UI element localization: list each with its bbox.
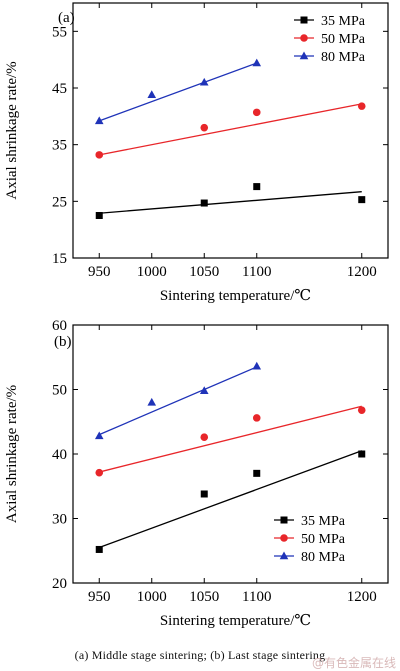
x-tick-label: 1100 xyxy=(242,589,271,605)
legend-entry: 50 MPa xyxy=(294,32,366,47)
data-point xyxy=(147,90,157,98)
chart-panel-a: 950 1000 1050 1100 1200 15 25 35 45 55 Sintering t… xyxy=(4,2,389,304)
legend-label: 35 MPa xyxy=(301,514,346,529)
y-tick-label: 50 xyxy=(52,383,67,399)
legend-label: 50 MPa xyxy=(301,532,346,547)
data-point xyxy=(358,450,366,458)
x-tick-label: 1200 xyxy=(347,264,377,280)
data-point xyxy=(147,397,157,406)
x-axis-label: Sintering temperature/℃ xyxy=(160,613,311,629)
legend-entry: 80 MPa xyxy=(274,550,346,565)
data-point xyxy=(252,361,262,370)
series-50-mpa xyxy=(95,405,366,477)
data-point xyxy=(200,123,209,132)
legend-entry: 50 MPa xyxy=(274,532,346,547)
series-80-mpa xyxy=(94,361,262,440)
series-80-mpa xyxy=(94,58,262,125)
x-tick-label: 1000 xyxy=(137,589,167,605)
fit-line xyxy=(99,450,362,549)
data-point xyxy=(253,469,261,477)
x-tick-label: 1050 xyxy=(189,264,219,280)
y-tick-label: 35 xyxy=(52,138,67,154)
data-point xyxy=(199,77,209,86)
y-tick-label: 60 xyxy=(52,318,67,334)
data-point xyxy=(95,468,104,477)
figure-caption: (a) Middle stage sintering; (b) Last sta… xyxy=(74,648,326,662)
x-tick-label: 1050 xyxy=(189,589,219,605)
legend-marker xyxy=(280,534,288,542)
x-tick-label: 950 xyxy=(88,264,111,280)
data-point xyxy=(253,183,261,191)
y-axis-label: Axial shrinkage rate/% xyxy=(4,61,20,199)
x-axis-label: Sintering temperature/℃ xyxy=(160,288,311,304)
data-point xyxy=(358,196,366,204)
legend-entry: 35 MPa xyxy=(274,514,346,529)
legend-entry: 80 MPa xyxy=(294,50,366,65)
x-tick-label: 1000 xyxy=(137,264,167,280)
series-35-mpa xyxy=(95,450,366,553)
data-point xyxy=(357,102,366,110)
legend-marker xyxy=(280,516,288,524)
data-point xyxy=(199,386,209,394)
x-tick-label: 1200 xyxy=(347,589,377,605)
data-point xyxy=(357,406,366,414)
data-point xyxy=(95,151,104,159)
y-tick-label: 15 xyxy=(52,251,67,267)
data-point xyxy=(200,199,208,207)
legend-marker xyxy=(300,34,308,42)
data-point xyxy=(252,108,261,117)
plot-frame xyxy=(72,2,389,259)
y-tick-label: 30 xyxy=(52,512,67,528)
series-35-mpa xyxy=(95,183,366,219)
y-tick-label: 40 xyxy=(52,447,67,463)
y-tick-label: 55 xyxy=(52,24,67,40)
chart-panel-b: 950 1000 1050 1100 1200 20 30 40 50 60 Sintering t… xyxy=(4,318,389,629)
legend-label: 50 MPa xyxy=(321,32,366,47)
legend-marker xyxy=(300,16,308,24)
data-point xyxy=(95,212,103,219)
y-tick-label: 20 xyxy=(52,576,67,592)
watermark: @有色金属在线 xyxy=(311,656,396,670)
legend-label: 35 MPa xyxy=(321,14,366,29)
legend-marker xyxy=(279,551,289,560)
fit-line xyxy=(99,405,362,473)
data-point xyxy=(200,433,209,442)
fit-line xyxy=(98,366,258,436)
panel-label: (b) xyxy=(54,334,72,350)
y-tick-label: 25 xyxy=(52,194,67,210)
data-point xyxy=(94,431,104,440)
y-tick-label: 45 xyxy=(52,81,67,97)
legend-entry: 35 MPa xyxy=(294,14,366,29)
x-tick-label: 950 xyxy=(88,589,111,605)
fit-line xyxy=(99,191,362,214)
y-axis-label: Axial shrinkage rate/% xyxy=(4,385,20,523)
fit-line xyxy=(99,103,362,156)
x-tick-label: 1100 xyxy=(242,264,271,280)
data-point xyxy=(95,545,103,553)
data-point xyxy=(200,490,208,498)
legend-label: 80 MPa xyxy=(321,50,366,65)
fit-line xyxy=(99,62,257,122)
data-point xyxy=(252,414,261,422)
series-50-mpa xyxy=(95,102,366,159)
data-point xyxy=(252,58,262,67)
legend-label: 80 MPa xyxy=(301,550,346,565)
panel-label: (a) xyxy=(58,10,75,26)
data-point xyxy=(94,116,104,125)
legend-marker xyxy=(299,51,309,60)
